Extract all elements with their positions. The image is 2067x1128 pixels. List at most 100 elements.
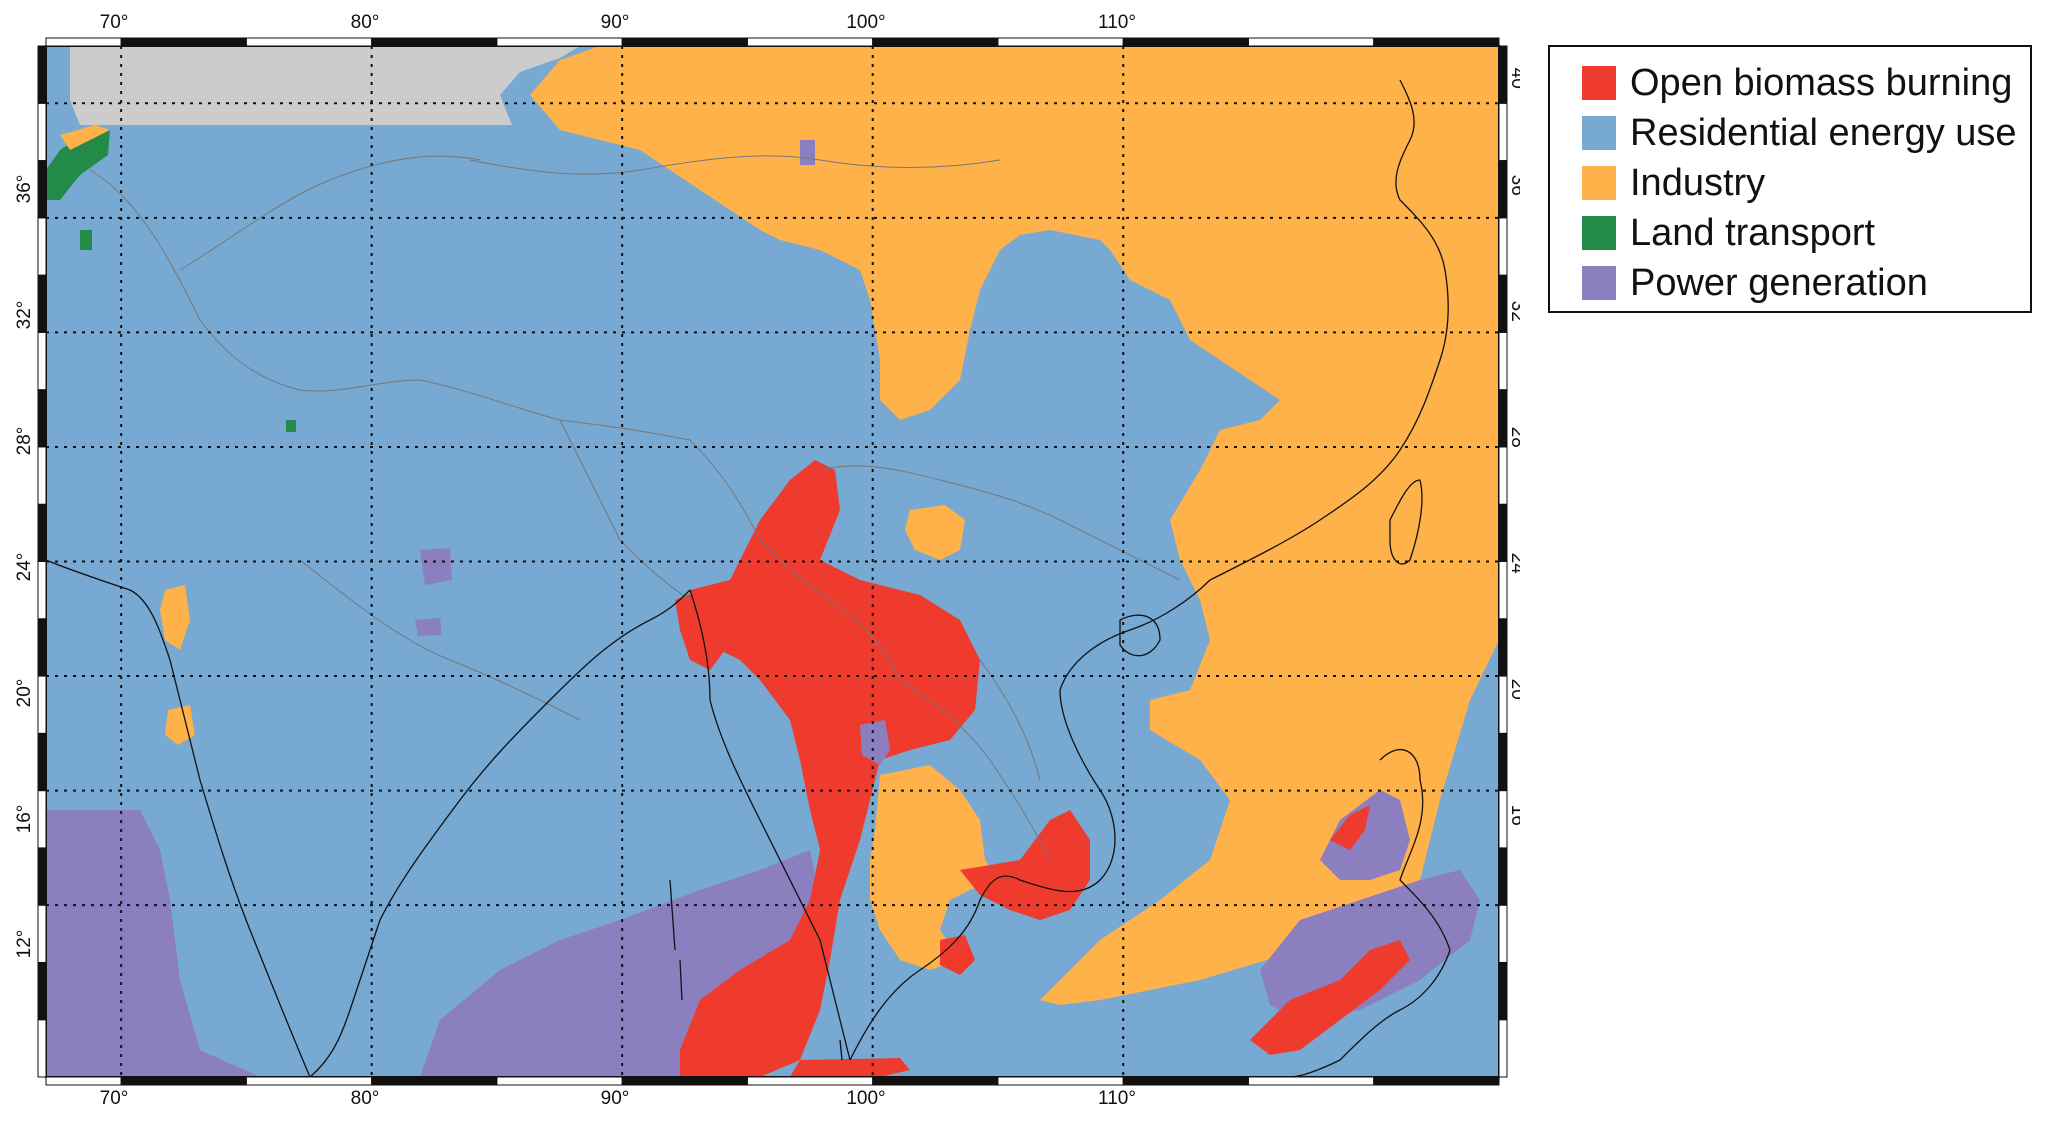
lon-tick-label: 110° (1098, 1088, 1136, 1109)
lon-tick-label: 70° (100, 12, 129, 33)
frame-bar-segment (37, 45, 47, 104)
lat-tick-label: 16° (14, 805, 35, 834)
map-plot-area (46, 46, 1499, 1077)
coastlines (46, 79, 1451, 1077)
frame-bar-segment (997, 1076, 1124, 1086)
frame-bar-segment (621, 1076, 748, 1086)
biomass-region-gulf (940, 935, 975, 975)
map-figure: 70° 80° 90° 100° 110° 70° 80° 90° 100° 1… (14, 12, 1528, 1109)
legend-item-industry: Industry (1582, 159, 1765, 207)
legend-item-open-biomass-burning: Open biomass burning (1582, 59, 2012, 107)
frame-bar-segment (37, 503, 47, 563)
frame-bar-segment (1498, 217, 1508, 276)
lat-tick-label: 36° (1507, 175, 1520, 204)
lon-tick-label: 80° (351, 12, 380, 33)
frame-bar-segment (1498, 618, 1508, 677)
frame-bar-segment (1498, 561, 1508, 620)
power-region-india-central (415, 618, 442, 636)
legend-swatch (1582, 166, 1616, 200)
industry-region-india-west (160, 585, 190, 650)
legend-item-power-generation: Power generation (1582, 259, 1928, 307)
power-region-myanmar-spot (860, 720, 890, 765)
lon-ticks-bottom: 70° 80° 90° 100° 110° (100, 1088, 1136, 1109)
frame-bar-segment (37, 217, 47, 276)
legend-item-land-transport: Land transport (1582, 209, 1875, 257)
frame-bar-segment (1373, 1076, 1500, 1086)
frame-bar-segment (1498, 160, 1508, 219)
frame-bar-segment (746, 1076, 874, 1086)
emission-sector-map: 70° 80° 90° 100° 110° 70° 80° 90° 100° 1… (14, 12, 1528, 1109)
frame-bar-segment (872, 1076, 999, 1086)
frame-bar-segment (1498, 961, 1508, 1021)
country-borders (89, 155, 1181, 861)
frame-bar-segment (872, 37, 999, 47)
no-data-region (70, 46, 580, 125)
lat-ticks-right: 16° 20° 24° 28° 32° 36° 40° (1507, 68, 1528, 834)
power-region-arabian-sea (46, 810, 260, 1077)
lat-tick-label: 20° (14, 679, 35, 708)
lat-tick-label: 32° (14, 301, 35, 330)
frame-bar-segment (496, 37, 623, 47)
frame-bar-segment (496, 1076, 623, 1086)
legend-swatch (1582, 116, 1616, 150)
lat-tick-label: 12° (14, 930, 35, 959)
industry-region-north-china (530, 46, 1499, 1005)
frame-bar-segment (1247, 37, 1375, 47)
land-transport-region-spot (80, 230, 92, 250)
frame-bar-segment (37, 102, 47, 162)
frame-bar-segment (1498, 1019, 1508, 1078)
frame-bar-segment (37, 274, 47, 333)
frame-bar-segment (1498, 675, 1508, 734)
lat-tick-label: 16° (1507, 805, 1520, 834)
frame-bar-segment (371, 1076, 498, 1086)
frame-bar-segment (997, 37, 1124, 47)
biomass-region-cambodia (960, 810, 1090, 920)
legend-label: Residential energy use (1630, 111, 2017, 154)
frame-bar-segment (45, 37, 122, 47)
biomass-region-philippines (1250, 940, 1410, 1055)
lat-tick-label: 24° (1507, 553, 1520, 582)
frame-bar-segment (37, 561, 47, 620)
frame-bar-segment (37, 331, 47, 391)
map-border-bars (37, 37, 1508, 1086)
frame-bar-segment (1498, 732, 1508, 792)
lat-tick-label: 40° (1507, 68, 1520, 97)
frame-bar-segment (1498, 904, 1508, 963)
frame-bar-segment (1498, 847, 1508, 906)
lat-tick-label: 36° (14, 175, 35, 204)
power-region-bay-of-bengal (420, 850, 820, 1077)
legend-swatch (1582, 266, 1616, 300)
frame-bar-segment (1498, 331, 1508, 391)
legend-label: Industry (1630, 161, 1766, 204)
frame-bar-segment (1373, 37, 1500, 47)
lon-tick-label: 100° (846, 1088, 885, 1109)
legend-label: Land transport (1630, 211, 1876, 254)
frame-bar-segment (37, 732, 47, 792)
frame-bar-segment (371, 37, 498, 47)
lon-tick-label: 110° (1098, 12, 1136, 33)
frame-bar-segment (1122, 1076, 1249, 1086)
lat-tick-label: 28° (14, 427, 35, 456)
lat-tick-label: 24° (14, 553, 35, 582)
frame-bar-segment (1498, 446, 1508, 505)
frame-bar-segment (37, 961, 47, 1021)
frame-bar-segment (37, 675, 47, 734)
frame-bar-segment (1498, 45, 1508, 104)
legend-label: Open biomass burning (1630, 61, 2013, 104)
power-region-tibet-spot (800, 140, 815, 165)
land-transport-region-delhi (286, 420, 296, 432)
lon-tick-label: 90° (601, 12, 630, 33)
lat-ticks-left: 12° 16° 20° 24° 28° 32° 36° (14, 175, 35, 959)
frame-bar-segment (245, 1076, 373, 1086)
lat-tick-label: 32° (1507, 301, 1520, 330)
frame-bar-segment (120, 37, 247, 47)
legend-swatch (1582, 216, 1616, 250)
legend-label: Power generation (1630, 261, 1928, 304)
industry-region-pakistan (60, 125, 110, 150)
lat-tick-label: 20° (1507, 679, 1520, 708)
lon-ticks-top: 70° 80° 90° 100° 110° (100, 12, 1136, 33)
frame-bar-segment (45, 1076, 122, 1086)
frame-bar-segment (1498, 389, 1508, 448)
lat-tick-label: 28° (1507, 427, 1520, 456)
biomass-region-andaman (790, 1058, 910, 1077)
